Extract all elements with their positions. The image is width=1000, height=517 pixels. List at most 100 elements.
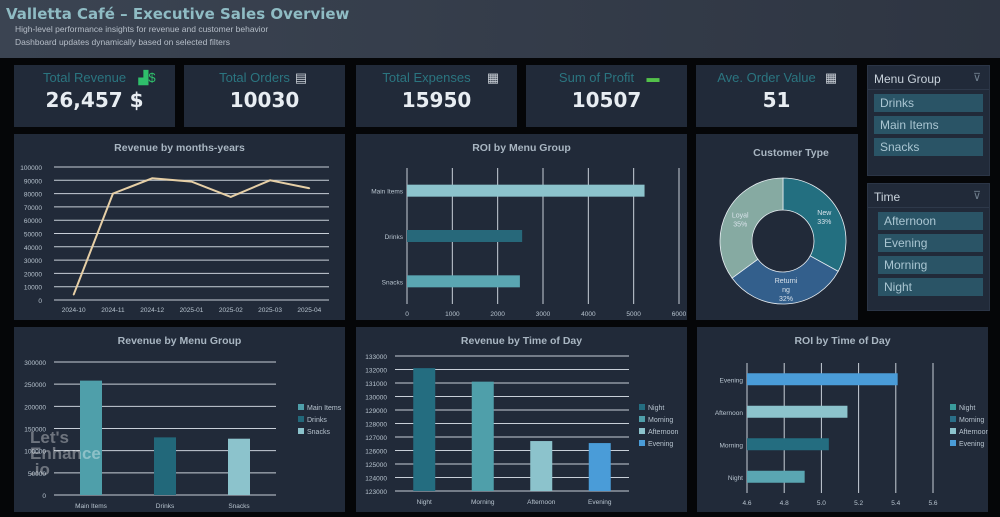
x-tick-label: Main Items <box>75 503 108 510</box>
legend-label: Night <box>648 405 664 412</box>
kpi-value: 15950 <box>401 88 472 112</box>
x-tick-label: 2000 <box>490 311 505 318</box>
x-tick-label: 4.6 <box>742 500 751 507</box>
slicer-item-evening[interactable]: Evening <box>878 234 983 252</box>
slice-label: ng <box>782 287 790 294</box>
y-tick-label: 0 <box>38 298 42 305</box>
x-tick-label: 5.0 <box>817 500 826 507</box>
slicer-title: Menu Group <box>874 72 941 86</box>
legend-label: Afternoon <box>959 429 988 436</box>
x-tick-label: 2024-11 <box>101 307 125 314</box>
x-tick-label: Drinks <box>156 503 175 510</box>
slicer-item-morning[interactable]: Morning <box>878 256 983 274</box>
y-tick-label: 126000 <box>365 449 387 456</box>
bar <box>747 470 805 483</box>
bar <box>747 438 829 451</box>
revenue-chart-icon: ▟$ <box>138 70 156 85</box>
y-tick-label: Afternoon <box>715 410 744 417</box>
legend-label: Morning <box>648 417 673 424</box>
x-tick-label: 5.4 <box>891 500 900 507</box>
y-tick-label: 90000 <box>24 178 42 185</box>
legend-label: Morning <box>959 417 984 424</box>
legend-swatch <box>298 404 304 410</box>
legend-label: Night <box>959 405 975 412</box>
bar <box>413 368 436 491</box>
y-tick-label: Main Items <box>371 189 404 196</box>
slice-label: 35% <box>733 222 747 229</box>
y-tick-label: 128000 <box>365 422 387 429</box>
kpi-sum-of-profit: Sum of Profit ▬ 10507 <box>526 65 687 127</box>
x-tick-label: 1000 <box>445 311 460 318</box>
slicer-item-night[interactable]: Night <box>878 278 983 296</box>
header: Valletta Café – Executive Sales Overview… <box>0 0 1000 58</box>
calculator-icon: ▦ <box>824 70 838 85</box>
data-point <box>190 180 193 183</box>
x-tick-label: 0 <box>405 311 409 318</box>
y-tick-label: 0 <box>42 493 46 500</box>
page-title: Valletta Café – Executive Sales Overview <box>6 5 350 23</box>
legend-swatch <box>298 428 304 434</box>
slice-label: 33% <box>817 219 831 226</box>
x-tick-label: Afternoon <box>527 499 556 506</box>
y-tick-label: 132000 <box>365 368 387 375</box>
bar <box>407 230 523 242</box>
chart-title: Revenue by Menu Group <box>118 335 242 347</box>
y-tick-label: 100000 <box>24 449 46 456</box>
chart-revenue-by-menu-group: Revenue by Menu Group 0 50000 100000 150000 2… <box>14 327 345 512</box>
expenses-receipt-icon: ▦ <box>486 70 500 85</box>
slicer-item-drinks[interactable]: Drinks <box>874 94 983 112</box>
x-tick-label: Snacks <box>228 503 250 510</box>
bar <box>471 381 494 491</box>
clear-filter-icon[interactable]: ⊽ <box>972 190 981 202</box>
x-tick-label: 2025-03 <box>258 307 282 314</box>
chart-revenue-by-month: Revenue by months-years 0 10000 20000 30000 4… <box>14 134 345 320</box>
x-tick-label: Night <box>417 499 432 506</box>
y-tick-label: Morning <box>720 442 744 449</box>
subtitle: Dashboard updates dynamically based on s… <box>15 37 230 47</box>
legend-label: Drinks <box>307 417 327 424</box>
kpi-label: Total Expenses <box>382 70 471 85</box>
slice-label: Loyal <box>732 213 749 220</box>
legend-swatch <box>298 416 304 422</box>
clear-filter-icon[interactable]: ⊽ <box>972 72 981 84</box>
bar <box>407 184 645 197</box>
x-tick-label: Morning <box>471 499 495 506</box>
y-tick-label: 133000 <box>365 354 387 361</box>
legend-swatch <box>950 404 956 410</box>
x-tick-label: 2024-10 <box>62 307 86 314</box>
y-tick-label: 130000 <box>365 395 387 402</box>
x-tick-label: 5.6 <box>928 500 937 507</box>
y-tick-label: 100000 <box>20 165 42 172</box>
legend-swatch <box>950 428 956 434</box>
kpi-label: Ave. Order Value <box>717 70 816 85</box>
slicer-item-snacks[interactable]: Snacks <box>874 138 983 156</box>
y-tick-label: 40000 <box>24 245 42 252</box>
legend-swatch <box>950 440 956 446</box>
pie-slice <box>782 177 847 272</box>
y-tick-label: 131000 <box>365 381 387 388</box>
bar <box>154 437 176 495</box>
y-tick-label: 10000 <box>24 285 42 292</box>
profit-money-icon: ▬ <box>646 70 660 85</box>
slice-label: 32% <box>779 296 793 303</box>
slicer-item-afternoon[interactable]: Afternoon <box>878 212 983 230</box>
revenue-line <box>72 177 310 296</box>
bar <box>228 438 250 495</box>
menu-group-slicer: Menu Group ⊽ Drinks Main Items Snacks <box>867 65 990 176</box>
bar <box>530 441 553 491</box>
legend-swatch <box>639 404 645 410</box>
legend-label: Main Items <box>307 405 342 412</box>
chart-customer-type: Customer Type New 33% Returni ng 32% Loyal 35% <box>696 134 858 320</box>
y-tick-label: Evening <box>720 377 744 384</box>
data-point <box>72 293 75 296</box>
bar <box>588 443 611 491</box>
y-tick-label: 127000 <box>365 435 387 442</box>
data-point <box>269 179 271 182</box>
y-tick-label: 70000 <box>24 205 42 212</box>
slicer-item-main-items[interactable]: Main Items <box>874 116 983 134</box>
chart-title: ROI by Menu Group <box>472 142 571 154</box>
chart-roi-by-time: ROI by Time of Day 4.6 4.8 5.0 5.2 5.4 5.6 Even… <box>697 327 989 512</box>
x-tick-label: 4.8 <box>780 500 789 507</box>
pie-slice <box>719 177 784 279</box>
data-point <box>112 192 114 195</box>
